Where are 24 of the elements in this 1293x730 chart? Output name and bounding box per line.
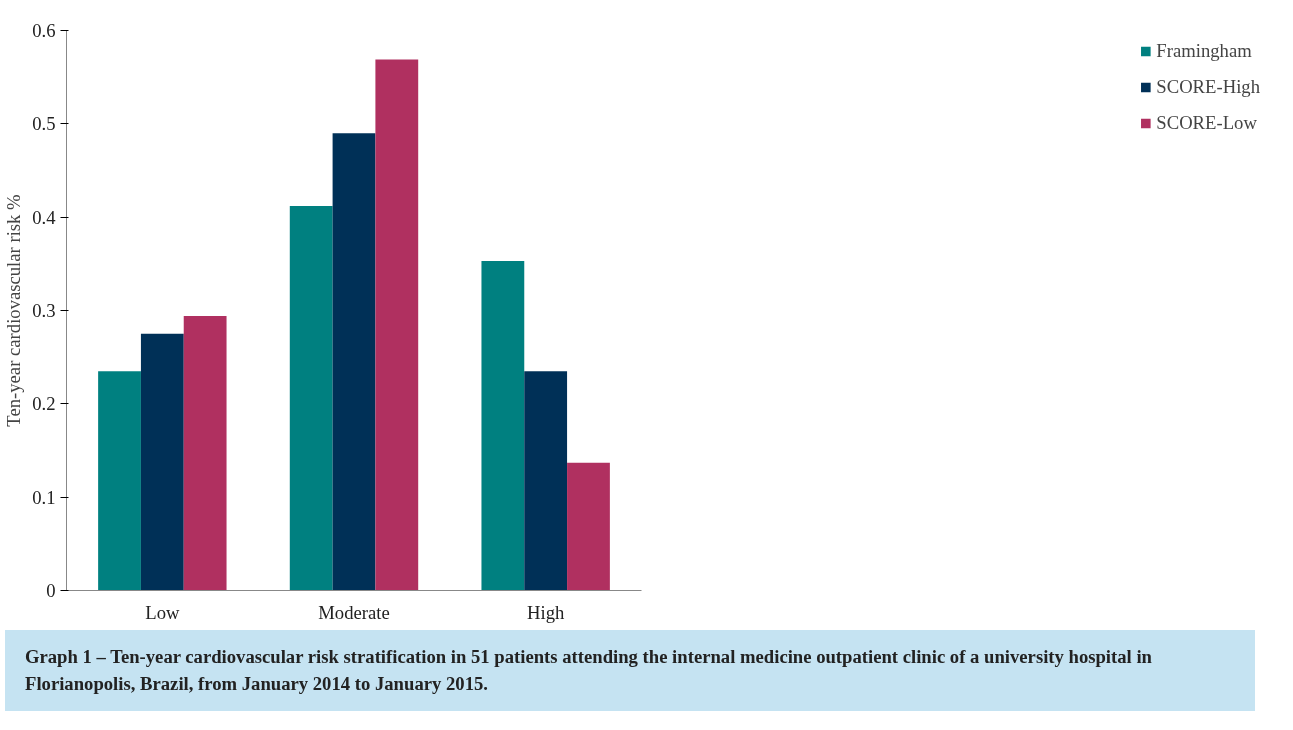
bar — [524, 371, 568, 591]
y-tick-label: 0.2 — [32, 393, 56, 415]
y-tick-label: 0.3 — [32, 300, 56, 321]
y-tick-label: 0 — [46, 580, 56, 601]
bar — [375, 59, 419, 591]
bar — [332, 133, 376, 591]
x-tick-label: Moderate — [318, 601, 390, 623]
legend-label: SCORE-Low — [1156, 112, 1257, 134]
y-tick-label: 0.4 — [32, 206, 57, 228]
bar — [567, 462, 610, 591]
bar — [289, 205, 333, 591]
bar — [98, 371, 141, 591]
bar — [183, 316, 227, 591]
y-axis-title: Ten-year cardiovascular risk % — [3, 194, 25, 427]
y-tick-label: 0.5 — [32, 113, 56, 135]
caption: Graph 1 – Ten-year cardiovascular risk stratification in 51 patients attending the internal medicine outpatient clinic of a university hospital in Florianopolis, Brazil, from January 2014 to January 2015. — [25, 645, 1153, 696]
bar — [481, 261, 525, 591]
x-tick-label: Low — [145, 601, 180, 623]
legend-label: SCORE-High — [1156, 76, 1260, 98]
y-tick-label: 0.1 — [32, 486, 56, 508]
x-tick-label: High — [527, 601, 565, 623]
legend-label: Framingham — [1156, 40, 1252, 62]
y-tick-label: 0.6 — [32, 20, 56, 41]
bar — [140, 333, 184, 591]
